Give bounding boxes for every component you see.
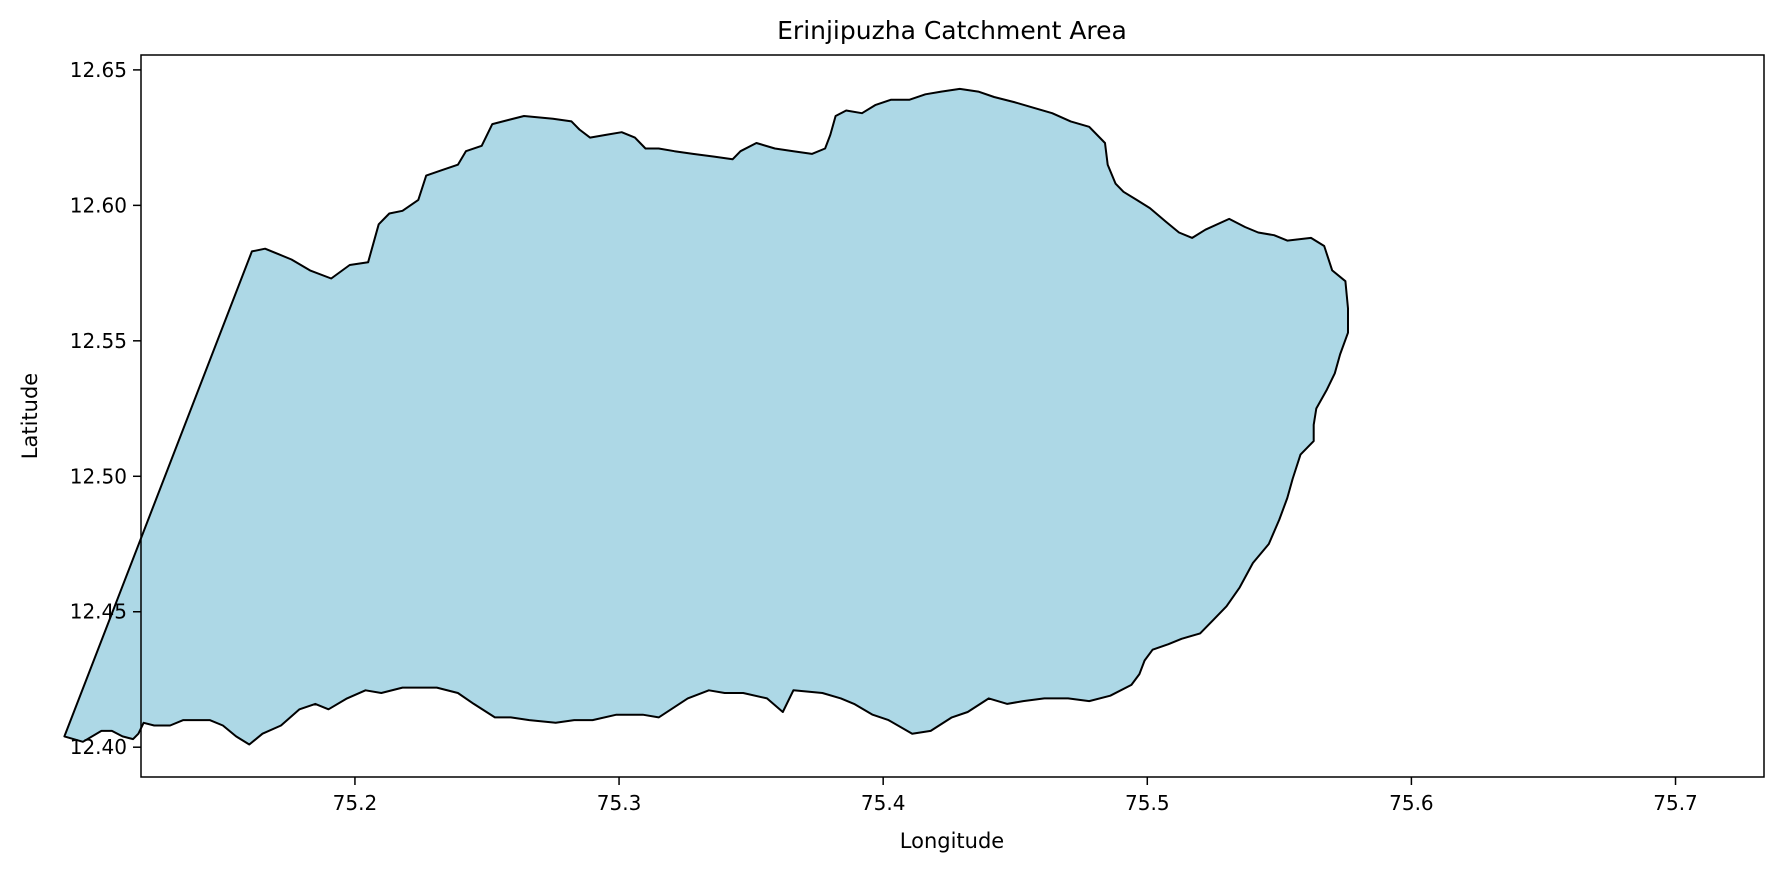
catchment-polygon	[63, 87, 1349, 746]
x-tick-label: 75.5	[1125, 791, 1170, 815]
x-tick-label: 75.2	[333, 791, 378, 815]
y-tick-label: 12.40	[70, 735, 127, 759]
y-tick-label: 12.55	[70, 329, 127, 353]
x-tick-label: 75.4	[861, 791, 906, 815]
x-axis-label: Longitude	[900, 829, 1004, 853]
y-tick-label: 12.50	[70, 464, 127, 488]
x-tick-label: 75.6	[1389, 791, 1434, 815]
x-tick-label: 75.3	[597, 791, 642, 815]
x-tick-label: 75.7	[1653, 791, 1698, 815]
y-axis-label: Latitude	[18, 373, 42, 459]
x-axis-ticks: 75.2 75.3 75.4 75.5 75.6 75.7	[333, 777, 1698, 815]
y-tick-label: 12.60	[70, 193, 127, 217]
y-axis-ticks: 12.40 12.45 12.50 12.55 12.60 12.65	[70, 58, 141, 759]
axes-frame	[140, 54, 1765, 778]
plot-area	[63, 87, 1349, 746]
y-tick-label: 12.65	[70, 58, 127, 82]
y-tick-label: 12.45	[70, 600, 127, 624]
chart-title: Erinjipuzha Catchment Area	[777, 16, 1127, 45]
